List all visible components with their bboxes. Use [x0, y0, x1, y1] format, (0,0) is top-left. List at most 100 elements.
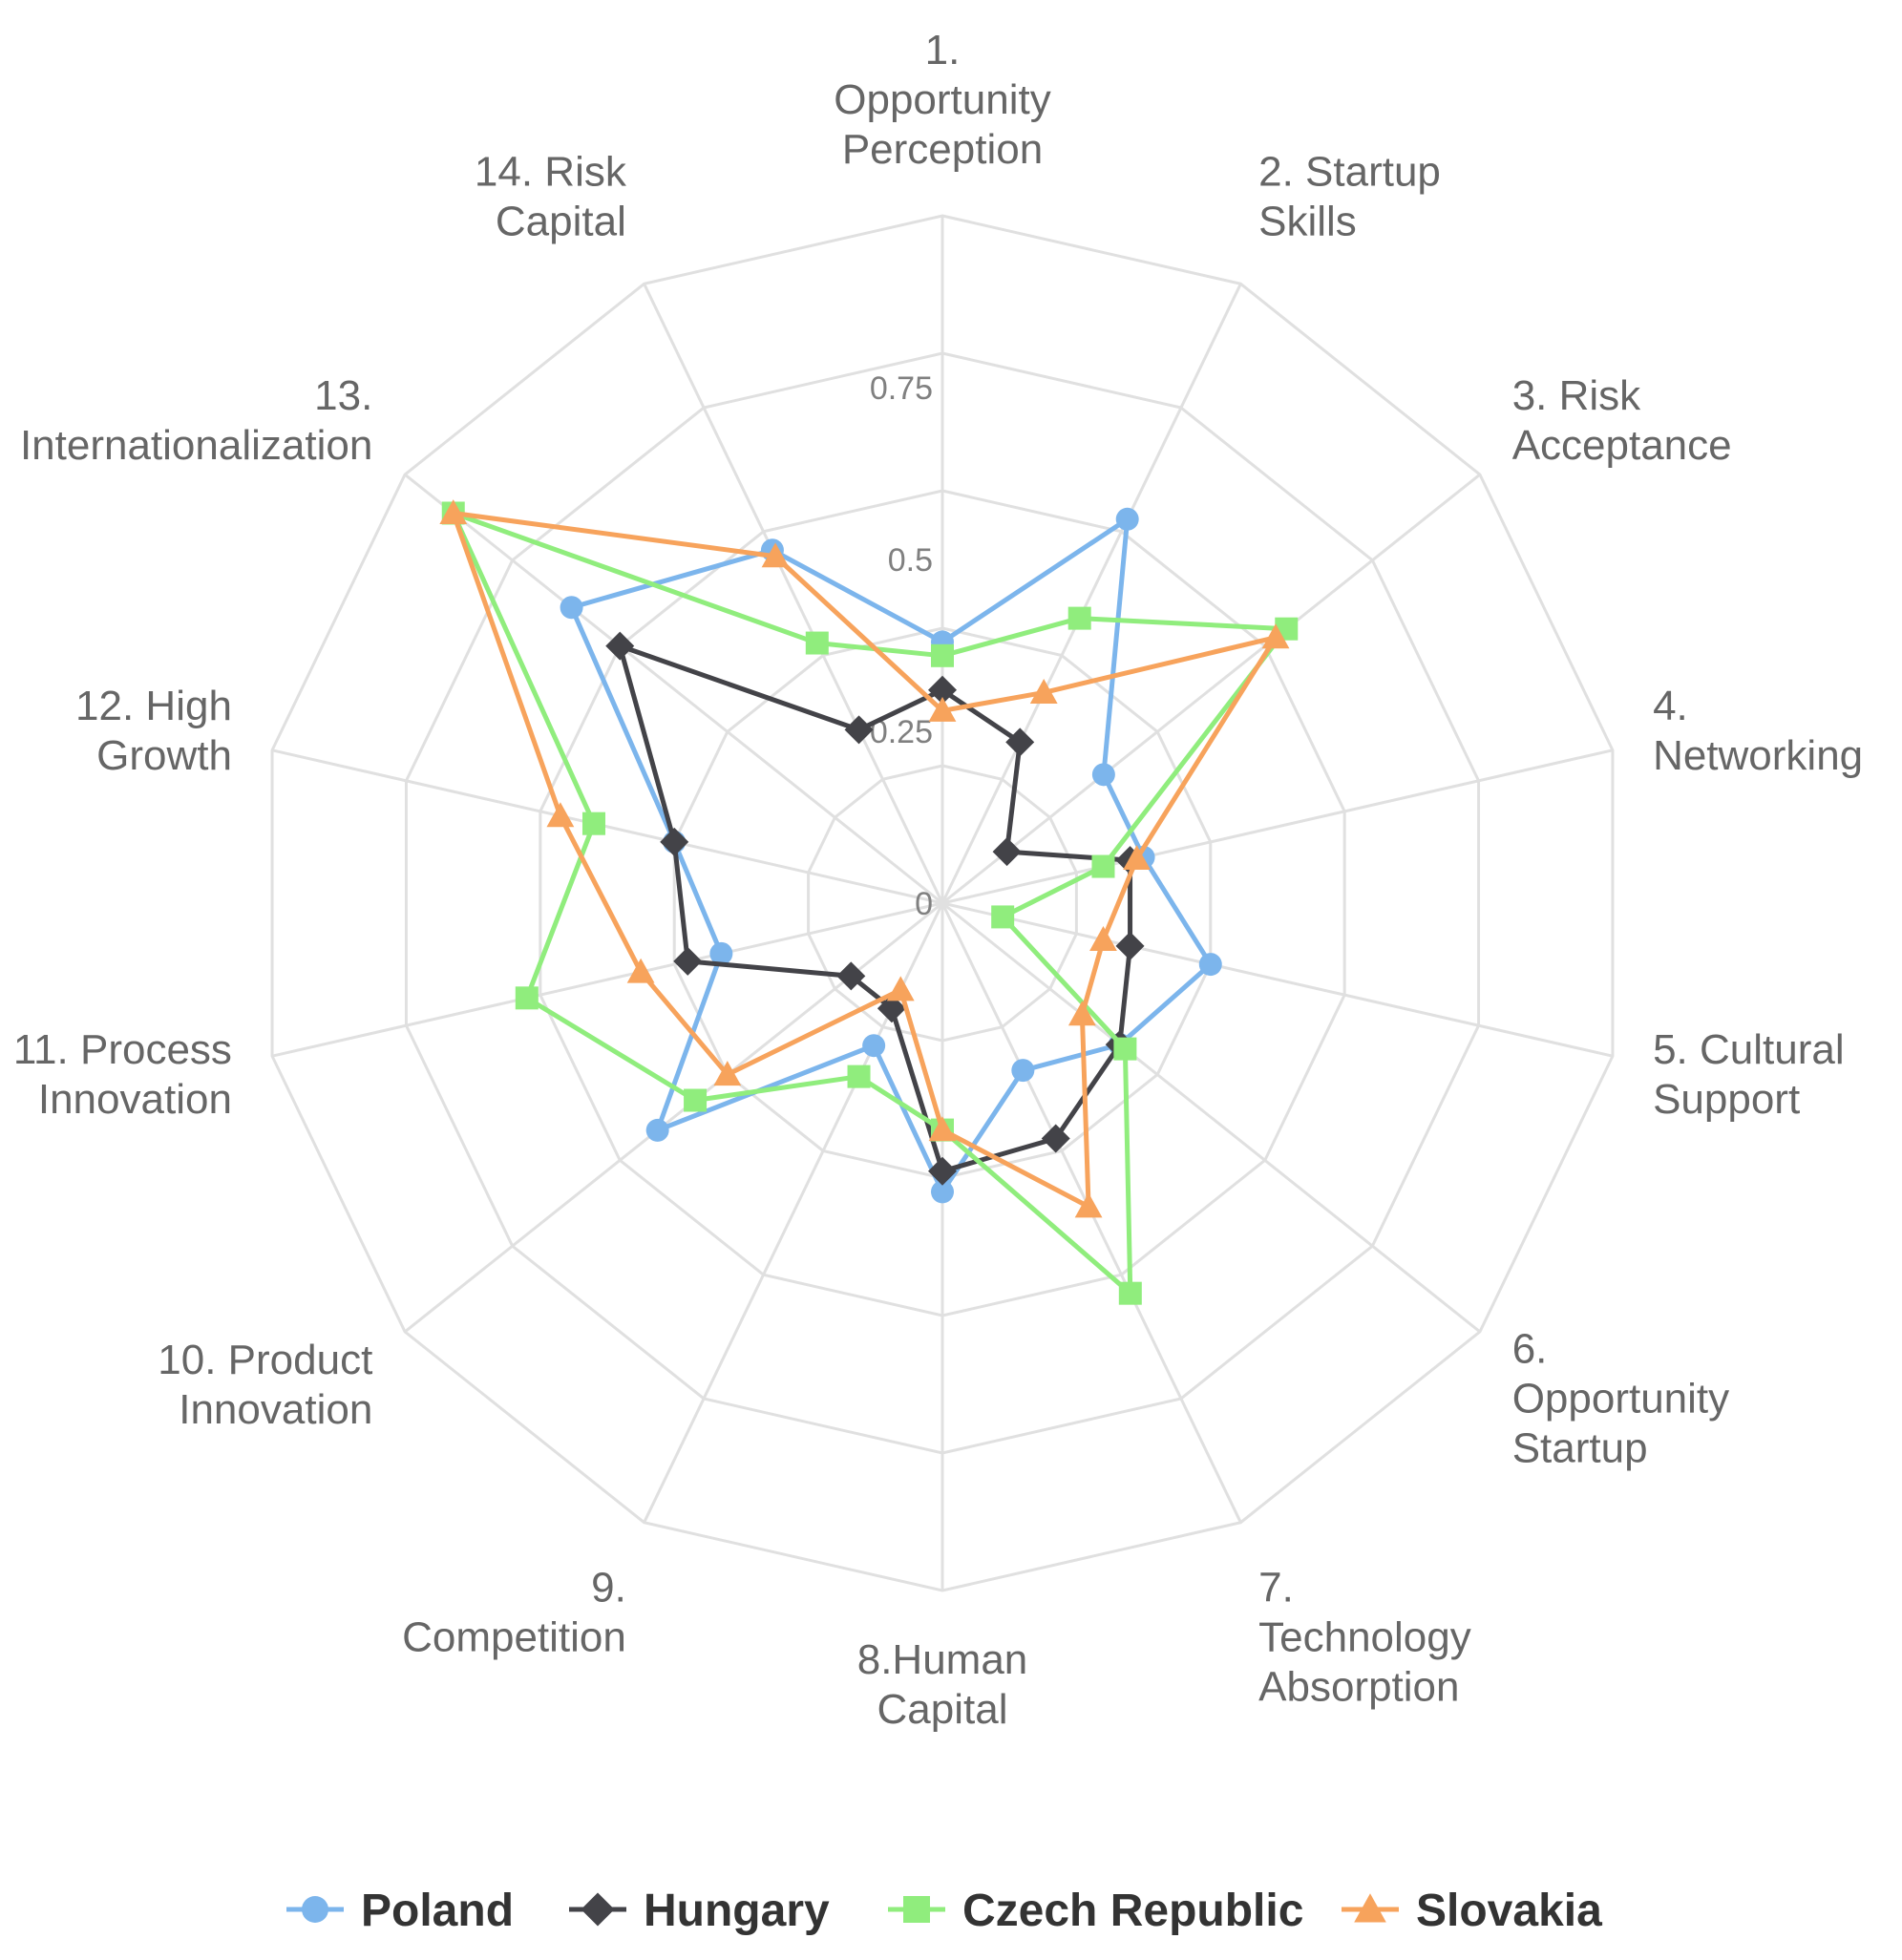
data-point-hungary — [836, 961, 866, 991]
data-point-czech-republic — [805, 631, 829, 655]
axis-label: 5. Cultural Support — [1653, 1026, 1845, 1123]
axis-label: 7. Technology Absorption — [1258, 1565, 1471, 1711]
legend-label: Slovakia — [1416, 1886, 1602, 1936]
radial-tick-labels: 00.250.50.75 — [870, 370, 933, 922]
tick-label: 0.75 — [870, 370, 933, 407]
data-point-hungary — [844, 715, 874, 745]
legend-item-poland[interactable]: Poland — [286, 1886, 514, 1936]
axis-label: 6. Opportunity Startup — [1512, 1326, 1729, 1472]
axis-label-line: 1. — [925, 27, 961, 74]
axis-spoke — [941, 901, 1614, 1058]
axis-spoke — [941, 901, 1481, 1334]
axis-label-line: Technology — [1258, 1614, 1471, 1661]
axis-label-line: 13. — [314, 372, 372, 419]
axis-label: 8.Human Capital — [857, 1636, 1028, 1733]
data-point-czech-republic — [1113, 1037, 1137, 1061]
data-point-hungary — [660, 827, 689, 856]
axis-label-line: 6. — [1512, 1326, 1548, 1373]
axis-label: 2. Startup Skills — [1258, 148, 1441, 244]
axis-label-line: 8.Human — [857, 1636, 1028, 1683]
data-point-poland — [709, 941, 733, 965]
legend-marker-slovakia — [1354, 1893, 1386, 1923]
tick-label: 0 — [915, 886, 933, 922]
data-point-czech-republic — [684, 1088, 708, 1112]
axis-spoke — [940, 283, 1242, 904]
tick-label: 0.5 — [888, 542, 933, 579]
data-point-hungary — [673, 946, 703, 976]
axis-spoke — [404, 473, 943, 905]
axis-spoke — [941, 473, 1481, 905]
axis-label-line: Networking — [1653, 732, 1863, 779]
axis-label-line: Absorption — [1258, 1664, 1459, 1711]
axis-spoke — [643, 283, 944, 904]
data-point-czech-republic — [1118, 1281, 1142, 1305]
data-point-slovakia — [761, 542, 790, 568]
axis-label-line: Startup — [1512, 1425, 1648, 1472]
legend-marker-czech-republic — [903, 1896, 930, 1923]
axis-label-line: 4. — [1653, 683, 1688, 729]
axis-label-line: 10. Product — [158, 1337, 372, 1383]
data-point-poland — [645, 1118, 669, 1142]
axis-spoke — [941, 748, 1614, 905]
data-point-hungary — [605, 631, 635, 661]
radar-grid — [270, 214, 1615, 1592]
data-point-czech-republic — [515, 986, 539, 1010]
axis-labels: 1. Opportunity Perception 2. Startup Skills3… — [13, 27, 1863, 1733]
legend-item-czech-republic[interactable]: Czech Republic — [888, 1886, 1303, 1936]
data-point-czech-republic — [847, 1064, 871, 1088]
axis-label-line: 12. High — [75, 683, 232, 729]
axis-label-line: Skills — [1258, 198, 1357, 244]
data-point-slovakia — [713, 1061, 742, 1086]
series-line-czech-republic — [451, 510, 1289, 1296]
axis-label-line: Support — [1653, 1076, 1800, 1123]
axis-label-line: 11. Process — [13, 1026, 232, 1073]
data-point-slovakia — [1261, 623, 1290, 649]
axis-spoke — [404, 901, 943, 1334]
axis-label-line: 14. Risk — [475, 148, 627, 195]
data-point-slovakia — [1067, 1001, 1096, 1026]
axis-label-line: Growth — [96, 732, 232, 779]
axis-label-line: Innovation — [38, 1076, 232, 1123]
axis-label: 14. Risk Capital — [475, 148, 627, 244]
data-point-poland — [931, 1180, 954, 1204]
legend: Poland Hungary Czech Republic Slovakia — [286, 1886, 1602, 1936]
legend-item-hungary[interactable]: Hungary — [569, 1886, 830, 1936]
data-point-poland — [1091, 763, 1115, 787]
data-point-slovakia — [928, 697, 957, 722]
axis-label-line: 9. — [591, 1565, 626, 1612]
legend-label: Czech Republic — [962, 1886, 1303, 1936]
axis-label-line: 2. Startup — [1258, 148, 1441, 195]
data-point-hungary — [1115, 931, 1145, 960]
legend-label: Hungary — [644, 1886, 830, 1936]
data-point-slovakia — [439, 499, 468, 525]
data-point-slovakia — [1123, 845, 1151, 871]
data-point-hungary — [877, 994, 906, 1023]
axis-label-line: Opportunity — [834, 76, 1050, 123]
axis-label: 11. Process Innovation — [13, 1026, 232, 1123]
axis-label-line: 7. — [1258, 1565, 1294, 1612]
data-point-poland — [1011, 1059, 1035, 1083]
axis-label-line: Perception — [842, 126, 1043, 173]
series-layer — [439, 499, 1299, 1305]
data-point-hungary — [992, 837, 1022, 867]
data-point-slovakia — [546, 802, 575, 828]
data-point-czech-republic — [991, 905, 1015, 929]
data-point-slovakia — [928, 1116, 957, 1142]
axis-label-line: Capital — [496, 198, 626, 244]
data-point-czech-republic — [1067, 606, 1091, 630]
axis-label-line: Competition — [402, 1614, 626, 1661]
series-hungary — [605, 631, 1145, 1186]
data-point-slovakia — [1089, 926, 1117, 951]
axis-label-line: 5. Cultural — [1653, 1026, 1845, 1073]
data-point-slovakia — [1029, 679, 1058, 704]
axis-label-line: Internationalization — [20, 422, 372, 469]
axis-label-line: Acceptance — [1512, 422, 1732, 469]
legend-marker-poland — [302, 1896, 328, 1923]
legend-item-slovakia[interactable]: Slovakia — [1342, 1886, 1602, 1936]
axis-label-line: Opportunity — [1512, 1376, 1729, 1423]
data-point-czech-republic — [1091, 854, 1115, 878]
legend-marker-hungary — [581, 1892, 615, 1927]
data-point-slovakia — [1074, 1192, 1103, 1218]
data-point-poland — [1115, 507, 1139, 531]
